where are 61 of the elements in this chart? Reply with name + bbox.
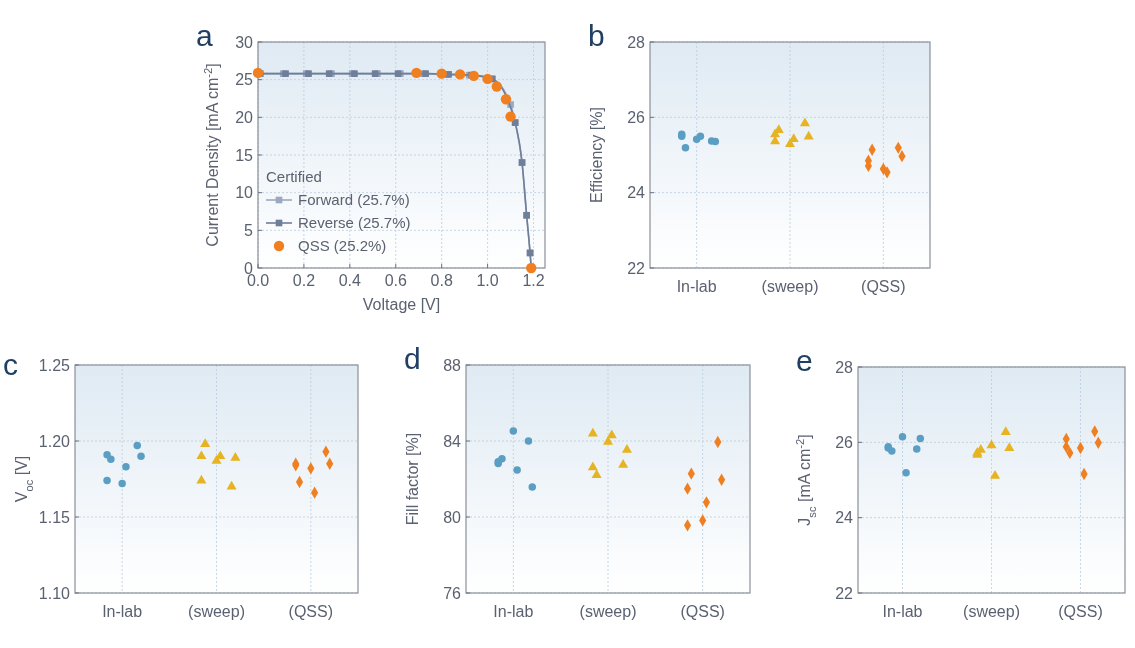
x-tick-label: In-lab — [882, 603, 923, 620]
chart-title: b — [588, 19, 605, 52]
y-tick-label: 80 — [443, 508, 462, 526]
point — [454, 69, 466, 80]
y-tick-label: 28 — [627, 33, 646, 51]
x-tick-label: (QSS) — [288, 603, 334, 620]
x-tick-label: (sweep) — [188, 603, 245, 620]
x-tick-label: (sweep) — [579, 603, 637, 620]
y-tick-label: 24 — [835, 509, 854, 527]
x-tick-label: (sweep) — [963, 603, 1020, 620]
chart-title: d — [404, 342, 421, 375]
x-tick-label: 0.0 — [246, 272, 270, 289]
x-tick-label: (QSS) — [861, 278, 906, 295]
legend-title: Certified — [266, 168, 322, 185]
x-tick-label: 0.4 — [338, 272, 362, 289]
y-tick-label: 28 — [835, 358, 854, 376]
y-tick-label: 84 — [443, 432, 462, 450]
point — [500, 94, 512, 105]
x-tick-label: In-lab — [493, 603, 534, 620]
x-tick-label: (sweep) — [761, 278, 819, 295]
y-tick-label: 30 — [235, 33, 254, 51]
legend-label: Forward (25.7%) — [298, 191, 410, 208]
y-axis-title: Fill factor [%] — [404, 432, 421, 526]
legend-label: QSS (25.2%) — [298, 237, 387, 254]
chart-title: a — [196, 19, 213, 52]
x-axis-title: Voltage [V] — [362, 296, 441, 313]
point — [436, 68, 447, 79]
x-tick-label: 1.0 — [476, 272, 499, 289]
x-tick-label: 0.6 — [384, 272, 407, 289]
y-tick-label: 15 — [235, 146, 254, 164]
point — [468, 70, 480, 82]
y-tick-label: 1.20 — [38, 432, 71, 450]
chart-title: e — [796, 344, 813, 377]
y-tick-label: 20 — [235, 108, 254, 126]
y-tick-label: 25 — [235, 71, 254, 89]
y-tick-label: 10 — [235, 184, 254, 202]
y-tick-label: 26 — [627, 108, 646, 126]
y-tick-label: 26 — [835, 433, 854, 451]
x-tick-label: In-lab — [676, 278, 717, 295]
x-tick-label: In-lab — [102, 603, 143, 620]
y-tick-label: 1.25 — [38, 356, 71, 374]
x-tick-label: 0.8 — [430, 272, 453, 289]
point — [491, 81, 502, 92]
y-tick-label: 5 — [244, 221, 254, 239]
y-tick-label: 1.15 — [38, 508, 71, 526]
y-tick-label: 1.10 — [38, 584, 71, 602]
x-tick-label: (QSS) — [680, 603, 725, 620]
point — [505, 111, 516, 122]
chart-title: c — [3, 348, 18, 381]
point — [482, 73, 493, 85]
y-tick-label: 22 — [627, 259, 646, 277]
y-tick-label: 24 — [627, 184, 646, 202]
x-tick-label: 1.2 — [522, 272, 545, 289]
y-tick-label: 22 — [835, 584, 854, 602]
point — [411, 67, 422, 79]
legend-label: Reverse (25.7%) — [298, 214, 411, 231]
y-tick-label: 76 — [443, 584, 462, 602]
y-tick-label: 88 — [443, 356, 462, 374]
x-tick-label: 0.2 — [292, 272, 316, 289]
x-tick-label: (QSS) — [1058, 603, 1103, 620]
y-axis-title: Efficiency [%] — [588, 107, 605, 203]
